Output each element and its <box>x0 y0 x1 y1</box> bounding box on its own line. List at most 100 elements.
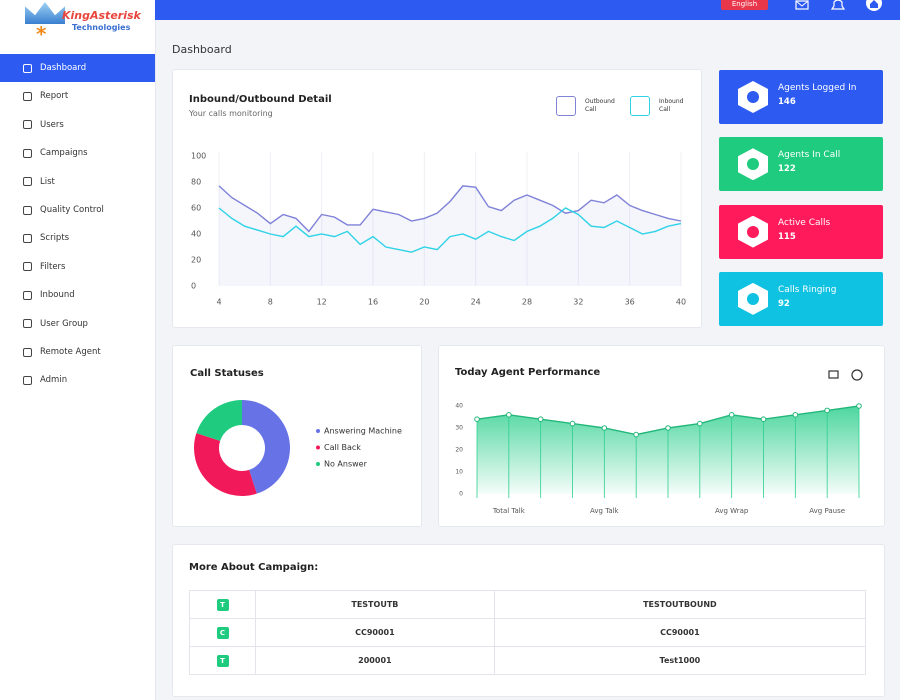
nav-icon <box>23 319 32 329</box>
point <box>601 425 608 431</box>
table-cell: Test1000 <box>493 646 867 675</box>
donut-slice <box>196 400 242 441</box>
legend-dot <box>316 462 320 466</box>
type-badge: T <box>216 654 229 667</box>
x-tick-label: 8 <box>268 298 273 307</box>
nav-item[interactable]: Admin <box>0 366 155 394</box>
nav-item[interactable]: Scripts <box>0 224 155 252</box>
nav-label: Quality Control <box>40 205 104 215</box>
y-tick-label: 0 <box>191 282 196 291</box>
type-badge: T <box>216 598 229 611</box>
logo-name: KingAsterisk <box>62 9 141 22</box>
help-icon[interactable] <box>851 369 863 381</box>
stat-card: Agents In Call 122 <box>719 137 883 192</box>
point <box>792 412 799 418</box>
nav-item[interactable]: Quality Control <box>0 196 155 224</box>
nav-item[interactable]: Campaigns <box>0 139 155 167</box>
legend-icon <box>630 96 650 116</box>
nav-item[interactable]: User Group <box>0 310 155 338</box>
x-tick-label: 24 <box>471 298 481 307</box>
stat-value: 122 <box>778 164 796 175</box>
table-cell: CC90001 <box>255 618 495 647</box>
point <box>665 425 671 431</box>
point <box>537 416 544 422</box>
nav-label: User Group <box>40 318 88 329</box>
campaign-table: T TESTOUTB TESTOUTBOUND C CC90001 CC90001 T 200… <box>189 590 867 675</box>
nav-icon <box>23 375 32 385</box>
y-tick-label: 10 <box>455 469 463 476</box>
nav-item[interactable]: Users <box>0 111 155 139</box>
card-title: Today Agent Performance <box>455 367 601 378</box>
nav-label: Admin <box>40 375 68 386</box>
nav-label: Inbound <box>40 290 75 301</box>
nav-icon <box>23 233 32 243</box>
nav-icon <box>23 347 32 357</box>
nav-label: Campaigns <box>40 148 88 159</box>
donut-slice <box>242 400 290 494</box>
x-tick-label: 28 <box>522 298 532 307</box>
x-tick-label: Avg Pause <box>809 507 845 515</box>
y-tick-label: 40 <box>455 403 463 410</box>
nav-icon <box>23 262 32 272</box>
line-chart: 4 8 12 16 20 24 28 32 36 40 0 20 40 60 80 100 <box>191 152 686 307</box>
nav-item[interactable]: Report <box>0 82 155 110</box>
sidebar <box>0 0 156 700</box>
nav-label: Filters <box>40 261 66 272</box>
table-row: T TESTOUTB TESTOUTBOUND <box>189 590 867 619</box>
legend-dot <box>316 429 320 433</box>
donut-slice <box>194 433 257 496</box>
x-tick-label: 32 <box>573 298 583 307</box>
print-icon[interactable] <box>828 370 839 379</box>
legend-label: Answering Machine <box>324 427 402 436</box>
nav-label: Scripts <box>40 233 70 244</box>
logo-star: * <box>36 22 47 46</box>
stat-value: 146 <box>778 97 796 107</box>
cell-text: CC90001 <box>355 628 395 637</box>
stat-value: 92 <box>778 298 790 309</box>
table-cell: 200001 <box>255 646 495 675</box>
nav-item[interactable]: Inbound <box>0 281 155 309</box>
stat-label: Calls Ringing <box>778 284 837 295</box>
stat-label: Agents In Call <box>778 150 841 161</box>
point <box>506 412 512 418</box>
table-cell: T <box>189 590 256 619</box>
nav-item[interactable]: Remote Agent <box>0 338 155 366</box>
table-cell: C <box>189 618 256 647</box>
y-tick-label: 30 <box>455 425 463 432</box>
x-tick-label: 20 <box>419 298 429 307</box>
stat-glyph <box>747 158 759 171</box>
point <box>856 403 862 409</box>
y-tick-label: 20 <box>191 256 201 265</box>
header-icons <box>795 0 882 11</box>
x-tick-label: 16 <box>368 298 378 307</box>
stat-glyph <box>747 292 759 305</box>
language-button[interactable]: English <box>721 0 768 10</box>
table-row: T 200001 Test1000 <box>189 646 867 675</box>
cell-text: 200001 <box>358 656 392 665</box>
bell-icon[interactable] <box>830 0 846 10</box>
nav-icon <box>23 120 32 130</box>
cell-text: Test1000 <box>659 656 701 665</box>
line <box>218 207 682 253</box>
point <box>824 407 830 414</box>
nav-item[interactable]: List <box>0 168 155 196</box>
stat-glyph <box>747 225 759 238</box>
nav-label: Users <box>40 119 64 130</box>
nav-item[interactable]: Dashboard <box>0 54 155 82</box>
y-tick-label: 60 <box>191 204 201 213</box>
logo-sub: Technologies <box>72 23 131 32</box>
nav-icon <box>23 205 32 215</box>
nav-label: Remote Agent <box>40 347 101 357</box>
stat-icon <box>738 215 768 248</box>
x-tick-label: Avg Wrap <box>715 507 749 515</box>
legend-dot <box>316 445 320 450</box>
stat-card: Calls Ringing 92 <box>719 271 883 326</box>
nav-item[interactable]: Filters <box>0 253 155 281</box>
nav-icon <box>23 63 32 73</box>
mail-icon[interactable] <box>795 0 809 10</box>
stat-glyph <box>747 91 759 103</box>
nav-label: Report <box>40 91 69 102</box>
x-tick-label: 4 <box>216 298 221 307</box>
statuses-card: Call Statuses Answering Machine Call Back… <box>172 345 422 527</box>
